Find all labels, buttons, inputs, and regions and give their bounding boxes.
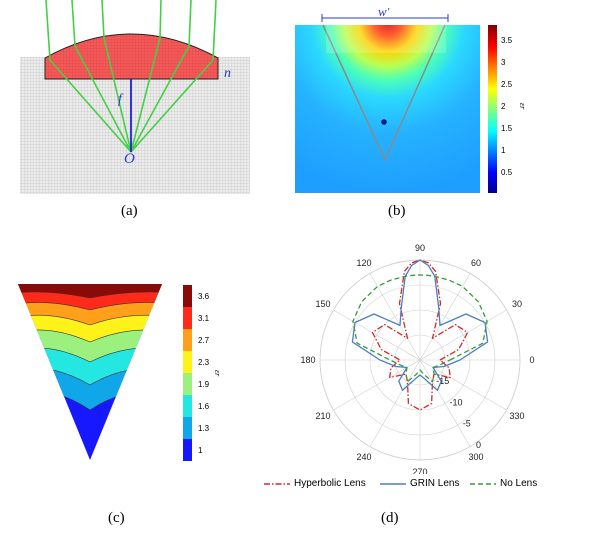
cb-b-tick-1: 3: [501, 58, 506, 67]
label-O: O: [124, 151, 135, 167]
legend-hyperbolic: Hyperbolic Lens: [264, 478, 366, 489]
grid-spoke: [369, 273, 421, 361]
angle-tick-label: 270: [412, 467, 427, 474]
source-point: [381, 119, 387, 125]
grid-spoke: [419, 359, 471, 447]
lens-region-outline: [322, 24, 446, 162]
panel-c-figure: [18, 284, 192, 461]
angle-tick-label: 0: [529, 355, 534, 365]
cb-c-tick-4: 1.9: [198, 380, 210, 389]
series-line-no-lens: [352, 274, 488, 383]
legend-grin-label: GRIN Lens: [410, 478, 460, 489]
angle-tick-label: 330: [509, 411, 524, 421]
angle-tick-label: 150: [315, 299, 330, 309]
cb-b-tick-2: 2.5: [501, 80, 513, 89]
legend-grin-swatch: [380, 482, 406, 485]
radial-tick-label: -5: [463, 419, 471, 429]
ray-lines: [45, 0, 217, 153]
cb-b-tick-3: 2: [501, 102, 506, 111]
grid-spoke: [333, 309, 421, 361]
series-line-grin-lens: [351, 259, 489, 391]
label-n: n: [224, 66, 231, 81]
legend-nolens-swatch: [470, 482, 496, 485]
legend-hyperbolic-label: Hyperbolic Lens: [294, 478, 366, 489]
grid-spoke: [369, 359, 421, 447]
panel-a-figure: n f O: [20, 0, 250, 194]
grid-spoke: [333, 359, 421, 411]
radial-tick-label: 0: [476, 440, 481, 450]
legend-nolens: No Lens: [470, 478, 537, 489]
cb-c-tick-3: 2.3: [198, 358, 210, 367]
radial-tick-label: -10: [449, 397, 462, 407]
angle-tick-label: 60: [471, 258, 481, 268]
legend-hyperbolic-swatch: [264, 482, 290, 485]
angle-tick-label: 90: [415, 243, 425, 253]
grid-spoke: [419, 273, 471, 361]
legend-nolens-label: No Lens: [500, 478, 538, 489]
cb-c-label: εr: [213, 370, 222, 377]
cb-c-tick-7: 1: [198, 446, 203, 455]
radial-tick-label: -15: [436, 376, 449, 386]
caption-b: (b): [388, 203, 406, 219]
cb-c-tick-5: 1.6: [198, 402, 210, 411]
grid-spoke: [419, 309, 507, 361]
angle-tick-label: 120: [356, 258, 371, 268]
angle-tick-label: 180: [300, 355, 315, 365]
angle-tick-label: 30: [512, 299, 522, 309]
cb-c-tick-1: 3.1: [198, 314, 210, 323]
cb-c-tick-2: 2.7: [198, 336, 210, 345]
lens-top-block: [326, 25, 446, 53]
colorbar-b: [488, 25, 497, 193]
legend-grin: GRIN Lens: [380, 478, 459, 489]
polar-radiation-pattern: 0 30 60 90 120 150 180 210 240 270 300 330 -15 -10 -5 0: [300, 243, 534, 474]
cb-c-tick-6: 1.3: [198, 424, 210, 433]
substrate-mesh: [20, 57, 250, 194]
hyperbolic-lens-shape: [44, 33, 219, 80]
caption-c: (c): [108, 510, 125, 526]
cb-b-label: εr: [518, 103, 527, 110]
caption-a: (a): [121, 203, 138, 219]
panel-b-figure: w': [295, 8, 497, 193]
caption-d: (d): [381, 510, 399, 526]
grid-spoke: [419, 359, 507, 411]
cb-b-tick-4: 1.5: [501, 124, 513, 133]
cb-c-tick-0: 3.6: [198, 292, 210, 301]
permittivity-map: [295, 25, 480, 193]
cb-b-tick-6: 0.5: [501, 168, 513, 177]
angle-tick-label: 300: [468, 452, 483, 462]
cb-b-tick-5: 1: [501, 146, 506, 155]
angle-tick-label: 210: [315, 411, 330, 421]
series-line-hyperbolic-lens: [371, 259, 469, 411]
label-f: f: [118, 92, 124, 107]
colorbar-c: [183, 285, 192, 461]
contour-plot: [18, 284, 162, 460]
angle-tick-label: 240: [356, 452, 371, 462]
cb-b-tick-0: 3.5: [501, 36, 513, 45]
width-label: w': [378, 8, 390, 19]
